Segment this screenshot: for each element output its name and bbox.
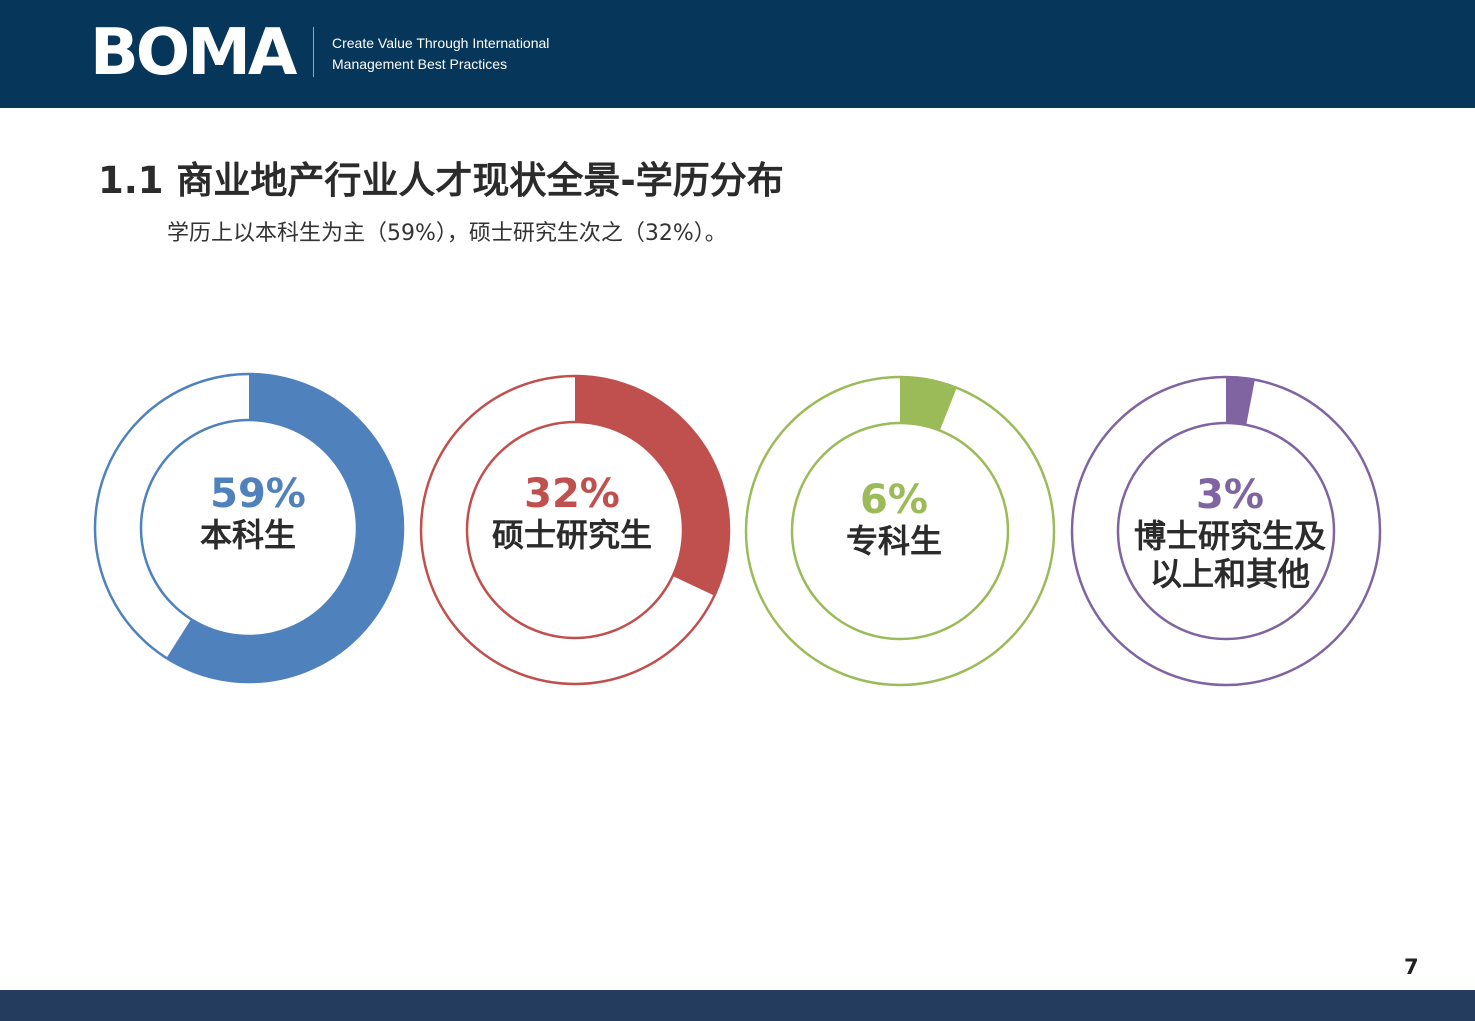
donut-percent-bachelor: 59% bbox=[210, 471, 306, 517]
header-bar: BOMA Create Value Through International … bbox=[0, 0, 1475, 108]
donut-name-doctor-line-2: 以上和其他 bbox=[1149, 555, 1310, 593]
donut-label-college: 6% 专科生 bbox=[794, 478, 994, 560]
donut-segment-doctor bbox=[1226, 377, 1255, 425]
footer-bar bbox=[0, 990, 1475, 1021]
tagline: Create Value Through International Manag… bbox=[332, 33, 549, 75]
donut-label-master: 32% 硕士研究生 bbox=[462, 472, 682, 554]
donut-percent-doctor: 3% bbox=[1196, 472, 1264, 518]
boma-logo: BOMA bbox=[90, 16, 297, 90]
donut-label-doctor: 3% 博士研究生及 以上和其他 bbox=[1110, 473, 1350, 593]
donut-label-bachelor: 59% 本科生 bbox=[148, 472, 348, 554]
donut-percent-college: 6% bbox=[860, 477, 928, 523]
tagline-line-1: Create Value Through International bbox=[332, 35, 550, 51]
page-title: 1.1 商业地产行业人才现状全景-学历分布 bbox=[98, 159, 784, 202]
donut-segment-bachelor bbox=[166, 374, 403, 682]
donut-segment-master bbox=[575, 376, 729, 596]
page-subtitle: 学历上以本科生为主（59%），硕士研究生次之（32%）。 bbox=[167, 221, 727, 246]
donut-name-master: 硕士研究生 bbox=[491, 516, 652, 554]
donut-name-bachelor: 本科生 bbox=[199, 516, 296, 554]
donut-name-college: 专科生 bbox=[845, 522, 942, 560]
tagline-line-2: Management Best Practices bbox=[332, 56, 508, 72]
donut-name-doctor-line-1: 博士研究生及 bbox=[1133, 517, 1326, 555]
logo-divider bbox=[313, 27, 314, 77]
donut-percent-master: 32% bbox=[524, 471, 620, 517]
donut-segment-college bbox=[900, 377, 957, 431]
page-number: 7 bbox=[1404, 955, 1419, 979]
